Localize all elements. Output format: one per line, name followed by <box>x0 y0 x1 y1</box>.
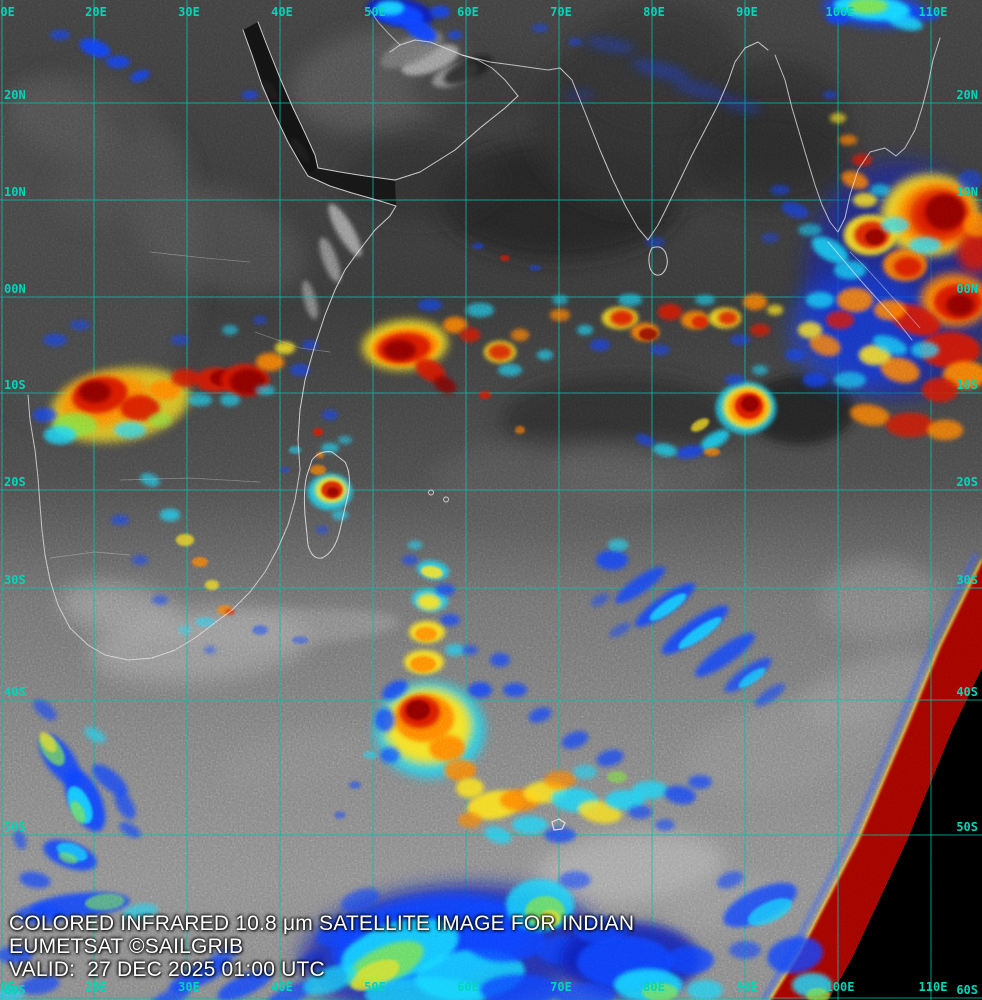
latitude-label-left: 20S <box>4 475 26 489</box>
latitude-label-left: 40S <box>4 685 26 699</box>
latitude-label-right: 60S <box>956 983 978 997</box>
latitude-label-left: 30S <box>4 573 26 587</box>
latitude-label-right: 10N <box>956 185 978 199</box>
latitude-label-right: 20S <box>956 475 978 489</box>
grid-label-layer: 10E 10E 20E 20E 30E 30E 40E 40E 50E 50E 60E 60E 70E 7… <box>0 5 978 997</box>
longitude-label-top: 20E <box>85 5 107 19</box>
latitude-label-left: 00N <box>4 282 26 296</box>
longitude-label-bottom: 90E <box>736 980 758 994</box>
latitude-label-right: 10S <box>956 378 978 392</box>
caption-title: COLORED INFRARED 10.8 μm SATELLITE IMAGE… <box>9 912 635 935</box>
longitude-label-bottom: 20E <box>85 980 107 994</box>
caption-block: COLORED INFRARED 10.8 μm SATELLITE IMAGE… <box>9 912 634 981</box>
caption-valid-time: VALID: 27 DEC 2025 01:00 UTC <box>9 958 325 981</box>
longitude-label-bottom: 40E <box>271 980 293 994</box>
longitude-label-top: 40E <box>271 5 293 19</box>
longitude-label-bottom: 60E <box>457 980 479 994</box>
latitude-label-right: 30S <box>956 573 978 587</box>
longitude-label-top: 70E <box>550 5 572 19</box>
longitude-label-top: 90E <box>736 5 758 19</box>
longitude-label-bottom: 110E <box>919 980 948 994</box>
longitude-label-bottom: 10E <box>0 980 15 994</box>
longitude-label-top: 60E <box>457 5 479 19</box>
longitude-label-top: 10E <box>0 5 15 19</box>
longitude-label-bottom: 50E <box>364 980 386 994</box>
longitude-label-bottom: 100E <box>826 980 855 994</box>
longitude-label-top: 110E <box>919 5 948 19</box>
latitude-label-right: 00N <box>956 282 978 296</box>
longitude-label-top: 100E <box>826 5 855 19</box>
longitude-label-bottom: 30E <box>178 980 200 994</box>
latitude-label-right: 40S <box>956 685 978 699</box>
latitude-label-left: 50S <box>4 820 26 834</box>
latitude-label-left: 20N <box>4 88 26 102</box>
latitude-label-left: 60S <box>4 983 26 997</box>
longitude-label-top: 80E <box>643 5 665 19</box>
longitude-label-bottom: 70E <box>550 980 572 994</box>
longitude-label-bottom: 80E <box>643 980 665 994</box>
latitude-label-left: 10S <box>4 378 26 392</box>
latitude-label-left: 10N <box>4 185 26 199</box>
latitude-label-right: 50S <box>956 820 978 834</box>
longitude-label-top: 30E <box>178 5 200 19</box>
caption-source: EUMETSAT ©SAILGRIB <box>9 935 244 958</box>
longitude-label-top: 50E <box>364 5 386 19</box>
latitude-label-right: 20N <box>956 88 978 102</box>
